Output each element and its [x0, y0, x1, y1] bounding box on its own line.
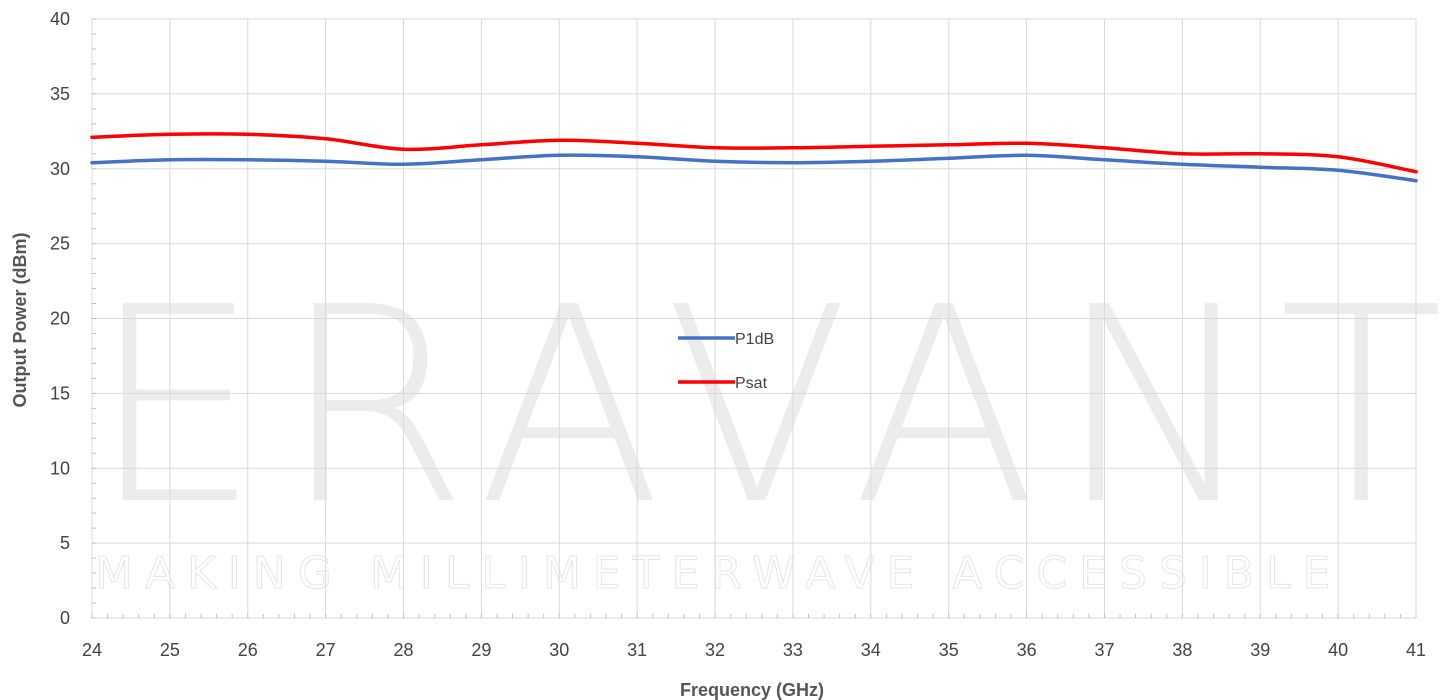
y-axis-title: Output Power (dBm) — [10, 233, 30, 408]
y-tick-label: 10 — [50, 458, 70, 478]
x-tick-label: 35 — [939, 640, 959, 660]
series-lines — [90, 132, 1418, 183]
y-tick-label: 40 — [50, 9, 70, 29]
y-tick-label: 5 — [60, 533, 70, 553]
x-tick-label: 34 — [861, 640, 881, 660]
x-tick-label: 32 — [705, 640, 725, 660]
x-tick-labels: 24 25 26 27 28 29 30 31 32 33 34 35 36 37 38 39 40 41 — [82, 640, 1426, 660]
x-tick-label: 40 — [1328, 640, 1348, 660]
x-tick-label: 37 — [1094, 640, 1114, 660]
legend: P1dB Psat — [678, 331, 774, 392]
series-line-psat — [90, 132, 1418, 174]
x-tick-label: 30 — [549, 640, 569, 660]
watermark-brand: ERAVANT — [90, 249, 1445, 564]
x-tick-label: 25 — [160, 640, 180, 660]
x-tick-label: 33 — [783, 640, 803, 660]
x-tick-label: 27 — [316, 640, 336, 660]
y-tick-label: 25 — [50, 234, 70, 254]
y-tick-labels: 0 5 10 15 20 25 30 35 40 — [50, 9, 70, 628]
watermark: ERAVANT MAKING MILLIMETERWAVE ACCESSIBLE — [90, 249, 1445, 600]
y-tick-label: 35 — [50, 84, 70, 104]
legend-label-p1db: P1dB — [735, 331, 774, 348]
y-tick-label: 30 — [50, 159, 70, 179]
watermark-tagline: MAKING MILLIMETERWAVE ACCESSIBLE — [95, 548, 1342, 599]
x-tick-label: 26 — [238, 640, 258, 660]
x-tick-label: 38 — [1172, 640, 1192, 660]
x-tick-label: 41 — [1406, 640, 1426, 660]
legend-label-psat: Psat — [735, 375, 768, 392]
x-tick-label: 29 — [471, 640, 491, 660]
series-line-p1db — [90, 153, 1418, 183]
y-tick-label: 15 — [50, 383, 70, 403]
x-tick-label: 31 — [627, 640, 647, 660]
x-tick-label: 36 — [1017, 640, 1037, 660]
x-tick-label: 24 — [82, 640, 102, 660]
axes — [91, 18, 1417, 619]
x-axis-title: Frequency (GHz) — [680, 680, 824, 700]
gridlines — [92, 18, 1417, 618]
x-tick-label: 28 — [394, 640, 414, 660]
y-tick-label: 20 — [50, 309, 70, 329]
x-tick-label: 39 — [1250, 640, 1270, 660]
y-tick-label: 0 — [60, 608, 70, 628]
